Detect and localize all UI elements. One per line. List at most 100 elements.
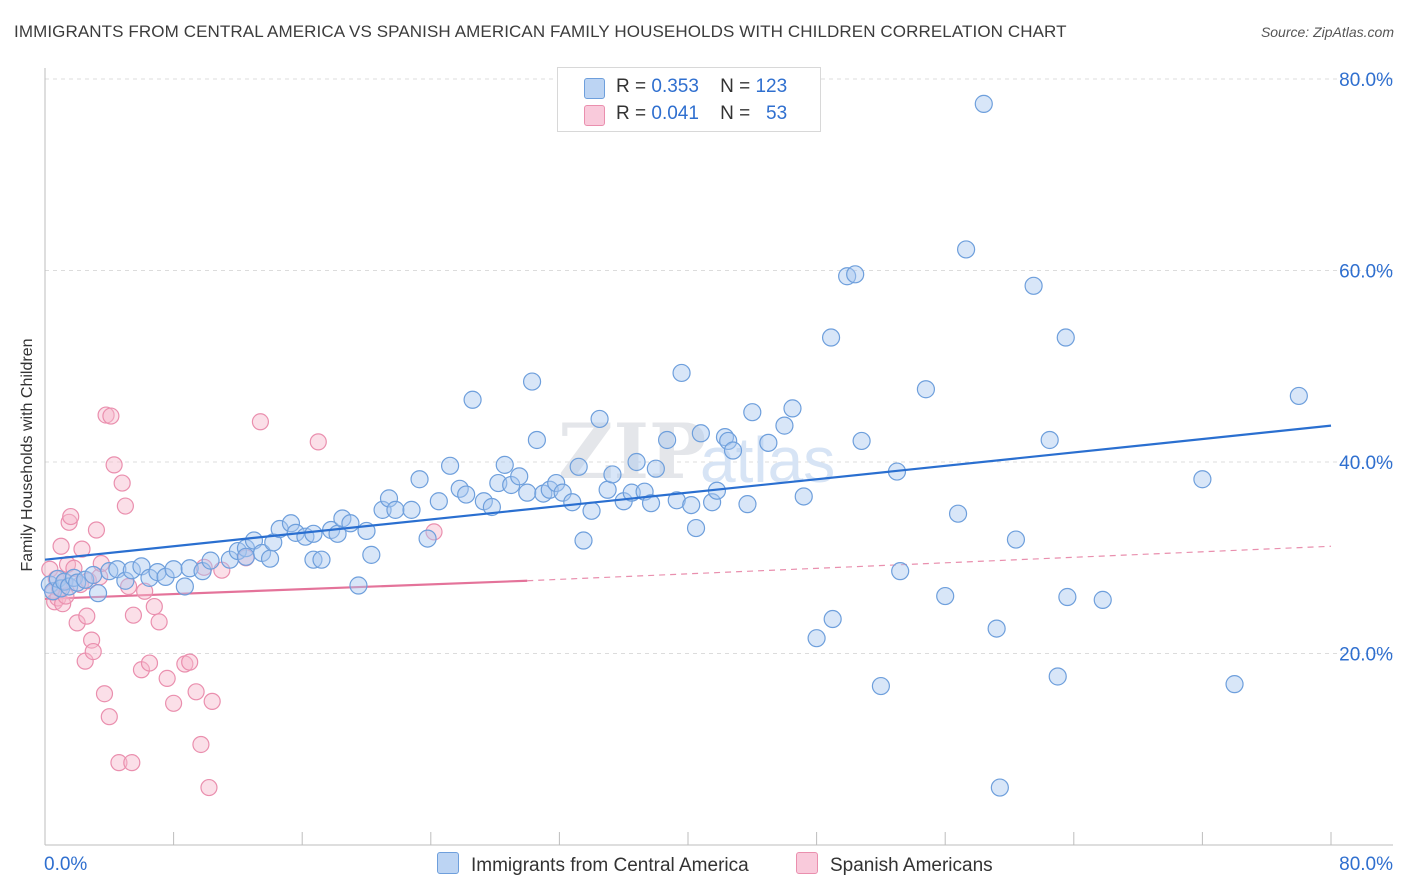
data-point-central-america — [667, 491, 686, 510]
data-point-central-america — [362, 545, 381, 564]
data-point-central-america — [122, 561, 141, 580]
data-point-central-america — [429, 492, 448, 511]
bottom-legend-swatch-pink — [796, 852, 818, 874]
data-point-central-america — [553, 483, 572, 502]
watermark-zip: ZIP — [558, 407, 706, 496]
trend-central-america — [44, 424, 1332, 561]
legend: R = 0.353 N = 123 R = 0.041 N = 53 — [557, 67, 821, 132]
data-point-central-america — [1040, 430, 1059, 450]
legend-n-value: 123 — [755, 76, 788, 97]
trendline-extension-spanish-americans — [527, 545, 1332, 582]
data-point-central-america — [574, 531, 593, 550]
tick-labels: 20.0% 40.0% 60.0% 80.0% 0.0% 80.0% — [44, 70, 1393, 875]
data-point-central-america — [682, 495, 701, 515]
data-point-central-america — [738, 495, 757, 514]
chart-title: IMMIGRANTS FROM CENTRAL AMERICA VS SPANI… — [14, 22, 1067, 41]
legend-swatch-pink — [584, 105, 605, 126]
data-point-central-america — [379, 489, 399, 508]
data-point-central-america — [627, 452, 646, 472]
data-point-central-america — [823, 609, 842, 629]
data-point-spanish-americans — [187, 683, 205, 701]
bottom-legend-swatch-blue — [437, 852, 459, 874]
data-point-spanish-americans — [140, 654, 159, 672]
data-point-central-america — [936, 586, 955, 606]
data-point-spanish-americans — [136, 582, 154, 600]
data-point-spanish-americans — [123, 754, 141, 772]
data-point-spanish-americans — [425, 523, 443, 541]
points-central-america — [40, 94, 1308, 797]
data-point-central-america — [1058, 587, 1077, 607]
data-point-central-america — [281, 514, 301, 533]
data-point-central-america — [510, 467, 529, 486]
bottom-legend-label: Immigrants from Central America — [471, 855, 749, 876]
data-point-central-america — [1024, 276, 1043, 295]
gridlines — [45, 78, 1393, 654]
data-point-central-america — [783, 399, 802, 418]
data-point-central-america — [974, 94, 993, 113]
data-point-spanish-americans — [105, 456, 123, 474]
data-point-central-america — [402, 500, 421, 519]
data-point-central-america — [775, 416, 794, 435]
data-point-central-america — [569, 457, 588, 476]
data-point-central-america — [658, 430, 677, 450]
data-point-central-america — [164, 560, 183, 579]
data-point-central-america — [891, 562, 910, 581]
data-point-central-america — [88, 584, 108, 603]
data-point-central-america — [547, 473, 566, 493]
data-point-central-america — [84, 565, 103, 585]
data-point-central-america — [236, 547, 256, 566]
data-point-central-america — [987, 619, 1006, 638]
data-point-spanish-americans — [150, 613, 168, 631]
data-point-central-america — [871, 676, 891, 696]
legend-r-label: R = — [616, 76, 647, 97]
trend-spanish-americans — [44, 545, 1332, 601]
data-point-central-america — [641, 494, 661, 513]
data-point-central-america — [723, 441, 743, 460]
data-point-central-america — [495, 455, 514, 474]
data-point-central-america — [1006, 530, 1026, 549]
y-tick-label: 60.0% — [1339, 262, 1393, 283]
data-point-spanish-americans — [113, 474, 131, 492]
data-point-central-america — [116, 571, 135, 590]
data-point-central-america — [603, 465, 622, 484]
data-point-central-america — [598, 480, 617, 499]
data-point-spanish-americans — [87, 521, 106, 539]
data-point-spanish-americans — [145, 597, 163, 616]
data-point-central-america — [1289, 386, 1308, 406]
data-point-central-america — [312, 550, 331, 569]
data-point-spanish-americans — [78, 607, 96, 625]
data-point-central-america — [852, 431, 871, 451]
data-point-central-america — [1225, 675, 1244, 694]
bottom-legend-central-america: Immigrants from Central America — [437, 852, 749, 877]
data-point-central-america — [956, 240, 976, 259]
data-point-central-america — [527, 430, 546, 450]
data-point-central-america — [990, 778, 1009, 797]
data-point-spanish-americans — [52, 537, 70, 555]
data-point-central-america — [916, 380, 936, 399]
data-point-central-america — [373, 500, 392, 519]
data-point-spanish-americans — [95, 685, 114, 703]
data-point-central-america — [563, 493, 582, 512]
data-point-central-america — [794, 487, 813, 506]
data-point-spanish-americans — [116, 497, 134, 515]
data-point-central-america — [759, 433, 778, 452]
data-point-spanish-americans — [181, 653, 199, 671]
data-point-central-america — [457, 485, 476, 504]
y-tick-label: 20.0% — [1339, 645, 1393, 666]
data-point-spanish-americans — [251, 413, 270, 431]
data-point-central-america — [691, 424, 710, 443]
legend-n-value: 53 — [766, 103, 788, 124]
data-point-central-america — [646, 459, 665, 478]
data-point-spanish-americans — [200, 778, 218, 797]
data-point-central-america — [304, 524, 323, 543]
data-point-central-america — [590, 409, 609, 429]
axes — [44, 68, 1393, 846]
data-point-central-america — [175, 577, 194, 596]
data-point-spanish-americans — [203, 692, 221, 710]
data-point-spanish-americans — [84, 642, 102, 661]
data-point-spanish-americans — [124, 606, 143, 624]
legend-swatch-blue — [584, 78, 605, 99]
data-point-central-america — [1056, 328, 1075, 347]
data-point-spanish-americans — [158, 669, 176, 687]
